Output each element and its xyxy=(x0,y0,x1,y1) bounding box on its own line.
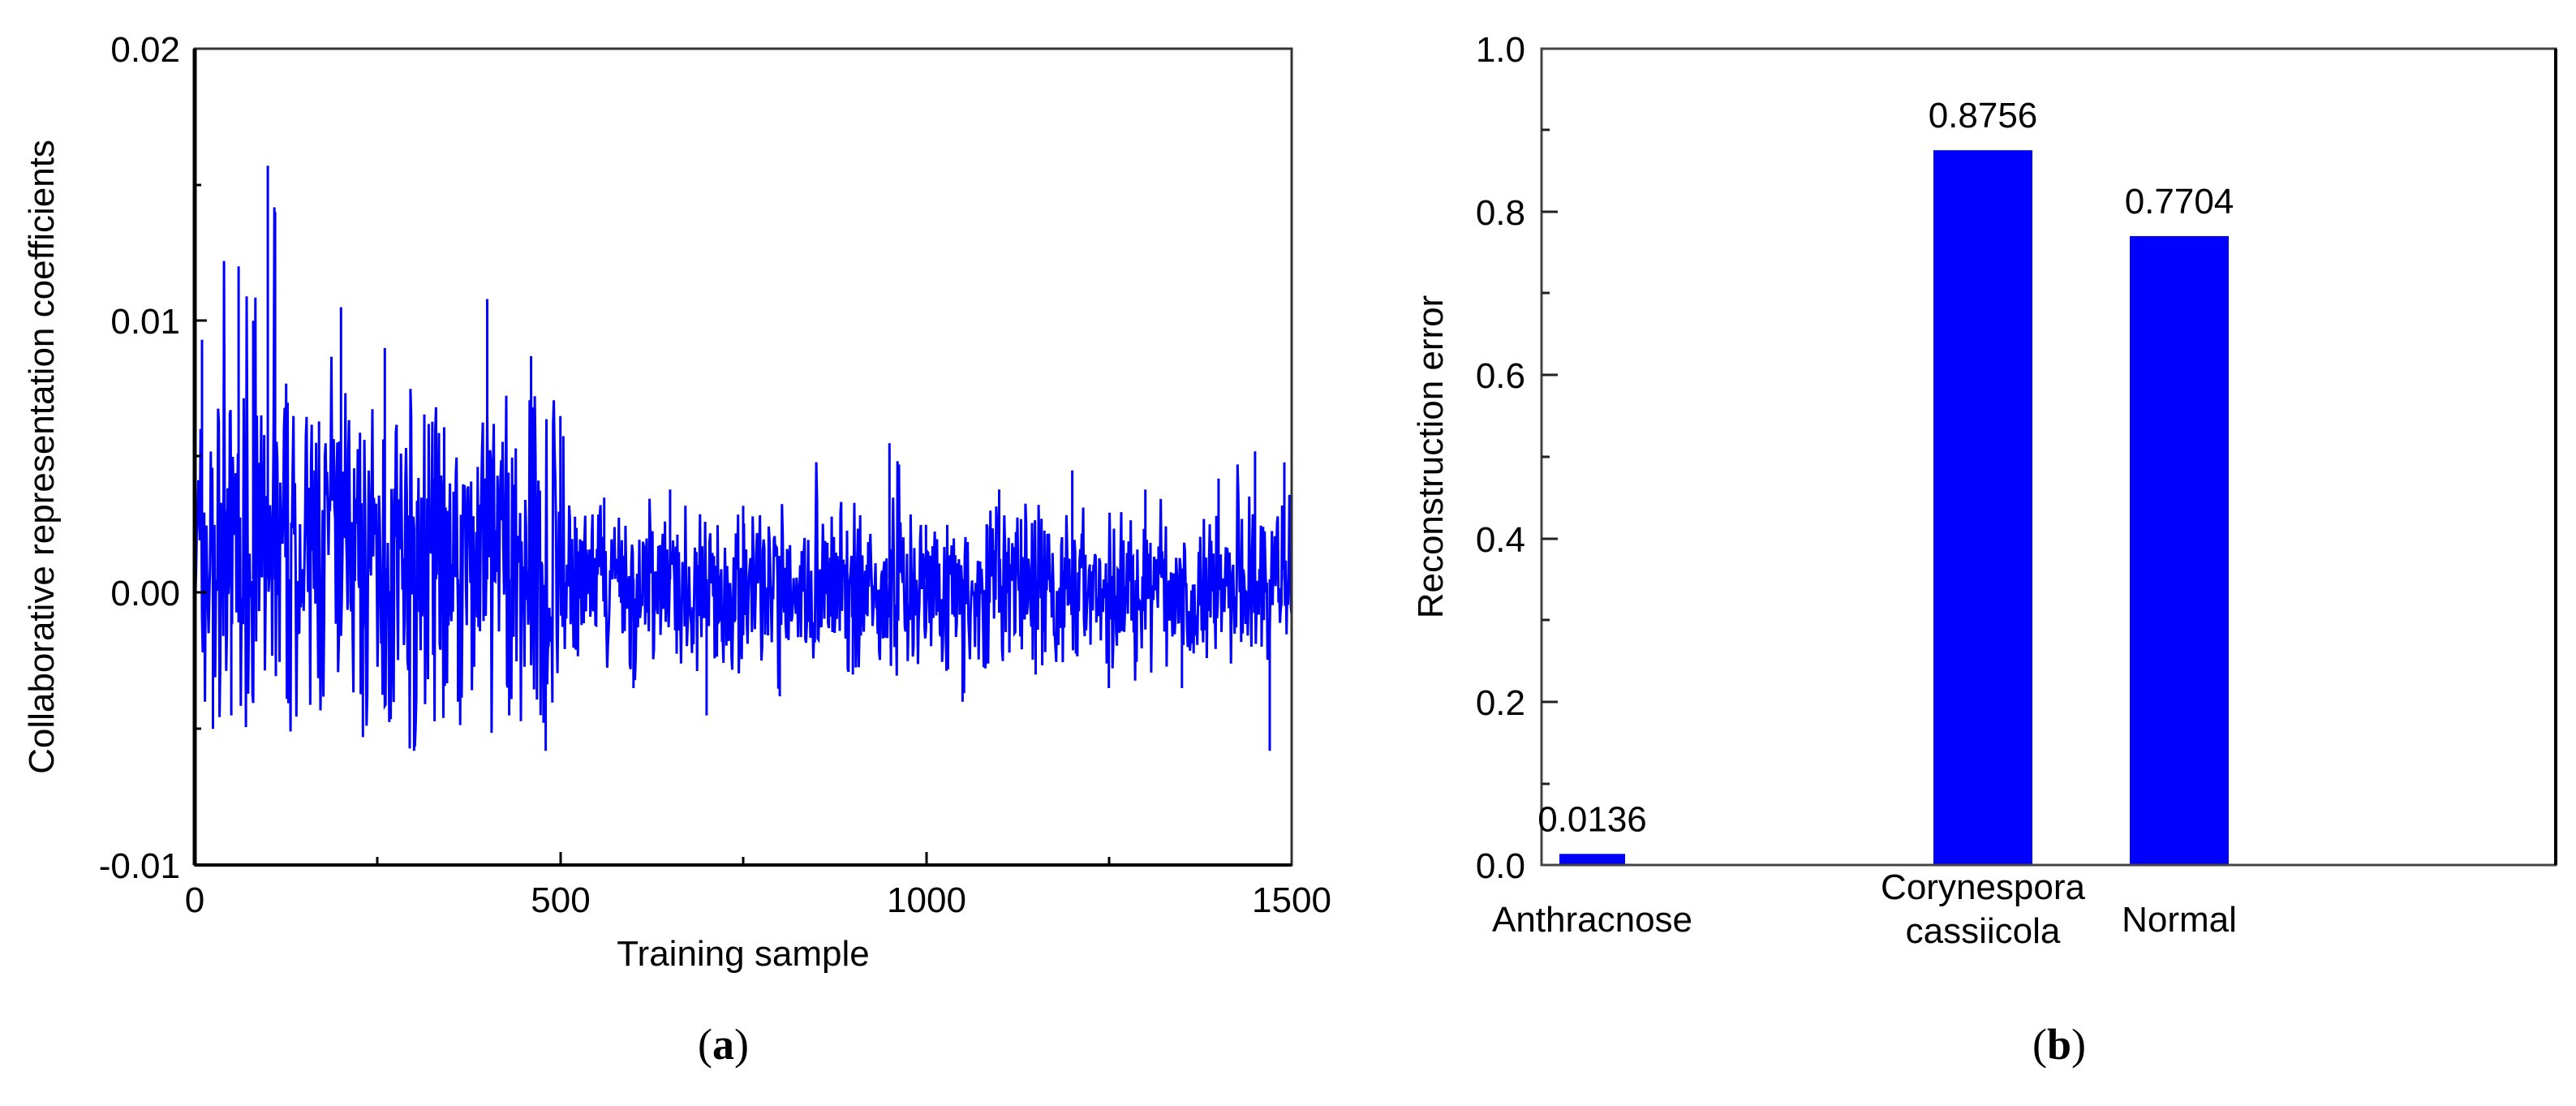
y-tick-label: 0.4 xyxy=(1476,520,1525,560)
chart-b-canvas: 1.0 0.8 0.6 0.4 0.2 0.0 0.0136 0.8756 0.… xyxy=(1411,30,2557,951)
bar-corynespora-cassiicola xyxy=(1933,150,2032,866)
y-tick-label: 0.00 xyxy=(110,574,180,613)
chart-b: 1.0 0.8 0.6 0.4 0.2 0.0 0.0136 0.8756 0.… xyxy=(1331,0,2576,1106)
bar-value-label: 0.8756 xyxy=(1929,96,2038,136)
bar-value-label: 0.0136 xyxy=(1537,799,1647,839)
chart-a-canvas: 0.02 0.01 0.00 -0.01 0 500 1000 1500 Tra… xyxy=(22,30,1331,974)
x-tick-label: 1000 xyxy=(887,880,966,920)
bar-value-label: 0.7704 xyxy=(2125,182,2234,222)
y-tick-labels-b: 1.0 0.8 0.6 0.4 0.2 0.0 xyxy=(1476,30,1525,886)
y-axis-title-b: Reconstruction error xyxy=(1411,295,1451,619)
y-tick-label: 0.01 xyxy=(110,302,180,342)
x-tick-label: 0 xyxy=(185,880,204,920)
y-tick-label: 0.2 xyxy=(1476,683,1525,723)
x-tick-label: 500 xyxy=(531,880,590,920)
bar-normal xyxy=(2130,235,2229,865)
y-tick-label: 1.0 xyxy=(1476,30,1525,70)
y-tick-labels-a: 0.02 0.01 0.00 -0.01 xyxy=(99,30,180,886)
y-ticks-a xyxy=(195,183,207,730)
bar-value-labels: 0.0136 0.8756 0.7704 xyxy=(1537,96,2234,839)
y-ticks-b xyxy=(1542,128,1558,785)
panel-label-a: (a) xyxy=(698,1020,749,1069)
x-tick-label: 1500 xyxy=(1252,880,1331,920)
coefficient-line-path xyxy=(193,166,1293,751)
x-ticks-a xyxy=(376,852,1111,865)
bar-anthracnose xyxy=(1559,854,1625,865)
x-tick-labels-a: 0 500 1000 1500 xyxy=(185,880,1331,920)
x-axis-title-a: Training sample xyxy=(617,934,869,974)
category-label: Corynespora xyxy=(1881,867,2085,907)
y-tick-label: 0.8 xyxy=(1476,193,1525,233)
category-label: Anthracnose xyxy=(1492,900,1692,940)
coefficient-series-line xyxy=(193,166,1293,751)
y-tick-label: 0.0 xyxy=(1476,846,1525,886)
chart-a: 0.02 0.01 0.00 -0.01 0 500 1000 1500 Tra… xyxy=(22,30,1331,1069)
y-axis-title-a: Collaborative representation coefficient… xyxy=(22,140,62,774)
panel-label-b: (b) xyxy=(2032,1020,2087,1069)
plot-frame-b xyxy=(1540,47,2557,867)
category-label: cassiicola xyxy=(1906,911,2061,951)
y-tick-label: 0.02 xyxy=(110,30,180,70)
y-tick-label: -0.01 xyxy=(99,846,180,886)
y-tick-label: 0.6 xyxy=(1476,356,1525,396)
category-labels: Anthracnose Corynespora cassiicola Norma… xyxy=(1492,867,2237,951)
category-label: Normal xyxy=(2122,900,2237,940)
